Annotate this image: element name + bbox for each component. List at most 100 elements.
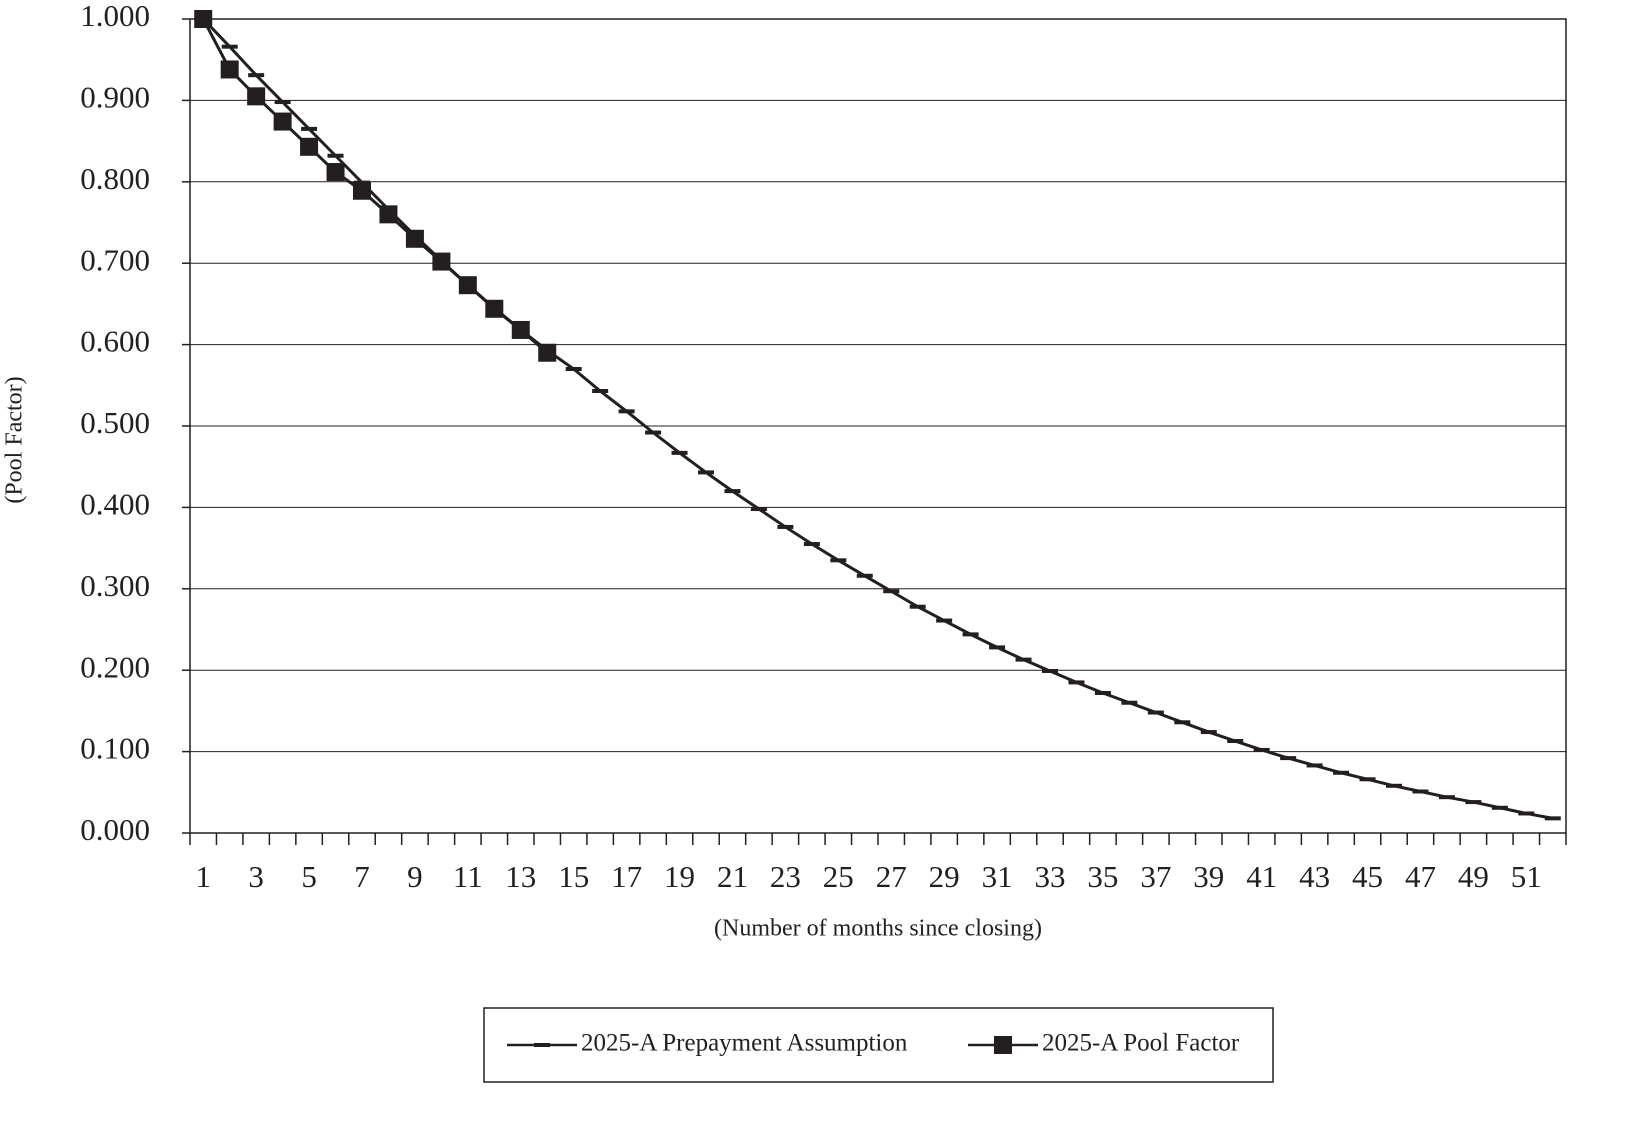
marker xyxy=(1544,816,1561,821)
marker xyxy=(803,542,820,547)
y-tick-label: 0.800 xyxy=(80,161,150,196)
legend-label: 2025-A Pool Factor xyxy=(1042,1030,1240,1057)
marker xyxy=(962,632,979,637)
y-tick-label: 0.700 xyxy=(80,242,150,277)
marker xyxy=(194,10,213,28)
x-tick-label: 43 xyxy=(1299,859,1330,894)
marker xyxy=(618,409,635,414)
marker xyxy=(989,645,1006,650)
marker xyxy=(1518,811,1535,816)
marker xyxy=(511,320,530,339)
marker xyxy=(1094,690,1111,695)
marker xyxy=(1147,710,1164,715)
x-tick-label: 19 xyxy=(664,859,695,894)
x-axis-label: (Number of months since closing) xyxy=(714,916,1042,942)
marker xyxy=(592,388,609,393)
marker xyxy=(883,589,900,594)
series-line xyxy=(202,17,1554,820)
x-tick-label: 5 xyxy=(301,859,317,894)
x-tick-label: 31 xyxy=(982,859,1013,894)
x-tick-label: 33 xyxy=(1035,859,1066,894)
marker xyxy=(353,181,371,200)
marker xyxy=(1253,747,1270,752)
x-tick-label: 51 xyxy=(1511,859,1542,894)
x-tick-label: 3 xyxy=(248,859,264,894)
y-tick-label: 1.000 xyxy=(80,0,150,33)
y-tick-label: 0.200 xyxy=(80,649,150,684)
x-tick-label: 7 xyxy=(354,859,370,894)
x-tick-label: 45 xyxy=(1352,859,1383,894)
marker xyxy=(724,489,741,494)
marker xyxy=(750,507,767,512)
legend-marker xyxy=(534,1043,550,1047)
marker xyxy=(300,137,319,156)
marker xyxy=(1491,805,1508,810)
x-tick-label: 17 xyxy=(611,859,642,894)
marker xyxy=(1280,756,1297,761)
marker xyxy=(936,618,953,623)
marker xyxy=(1174,720,1191,725)
marker xyxy=(485,299,504,318)
y-tick-label: 0.000 xyxy=(80,812,150,847)
legend-marker xyxy=(994,1036,1012,1054)
marker xyxy=(220,60,239,79)
y-tick-label: 0.500 xyxy=(80,405,150,440)
marker xyxy=(1412,789,1429,794)
marker xyxy=(565,367,582,372)
marker xyxy=(273,112,292,131)
x-tick-label: 21 xyxy=(717,859,748,894)
marker xyxy=(1333,770,1350,775)
marker xyxy=(458,276,477,295)
x-tick-label: 11 xyxy=(453,859,483,894)
marker xyxy=(1068,680,1085,685)
x-tick-label: 35 xyxy=(1087,859,1118,894)
x-tick-label: 15 xyxy=(558,859,589,894)
marker xyxy=(221,44,238,49)
marker xyxy=(248,73,265,78)
x-tick-label: 25 xyxy=(823,859,854,894)
x-tick-label: 1 xyxy=(195,859,211,894)
marker xyxy=(1359,777,1376,782)
marker xyxy=(645,430,662,435)
marker xyxy=(1465,800,1482,805)
marker xyxy=(909,604,926,609)
marker xyxy=(379,205,398,224)
marker xyxy=(856,573,873,578)
marker xyxy=(538,343,557,362)
x-tick-label: 9 xyxy=(407,859,423,894)
x-tick-label: 29 xyxy=(929,859,960,894)
legend-label: 2025-A Prepayment Assumption xyxy=(581,1030,908,1057)
marker xyxy=(1438,795,1455,800)
y-tick-label: 0.100 xyxy=(80,731,150,766)
marker xyxy=(432,252,451,271)
x-tick-label: 47 xyxy=(1405,859,1436,894)
y-axis-label: (Pool Factor) xyxy=(2,376,28,503)
marker xyxy=(405,229,424,248)
marker xyxy=(830,558,847,563)
marker xyxy=(1306,763,1323,768)
marker xyxy=(327,153,344,158)
marker xyxy=(326,163,345,182)
x-tick-label: 27 xyxy=(876,859,907,894)
x-tick-label: 13 xyxy=(505,859,536,894)
legend-box xyxy=(483,1007,1274,1083)
x-tick-label: 37 xyxy=(1140,859,1171,894)
y-tick-label: 0.300 xyxy=(80,568,150,603)
marker xyxy=(671,450,688,455)
y-tick-label: 0.900 xyxy=(80,80,150,115)
x-tick-label: 49 xyxy=(1458,859,1489,894)
marker xyxy=(274,100,291,105)
y-tick-label: 0.600 xyxy=(80,324,150,359)
marker xyxy=(1015,657,1032,662)
marker xyxy=(698,470,714,475)
marker xyxy=(1042,669,1058,674)
marker xyxy=(1227,739,1244,744)
marker xyxy=(777,524,794,529)
marker xyxy=(1121,700,1138,705)
marker xyxy=(1386,783,1402,788)
x-tick-label: 41 xyxy=(1246,859,1277,894)
marker xyxy=(1200,730,1217,735)
y-tick-label: 0.400 xyxy=(80,487,150,522)
